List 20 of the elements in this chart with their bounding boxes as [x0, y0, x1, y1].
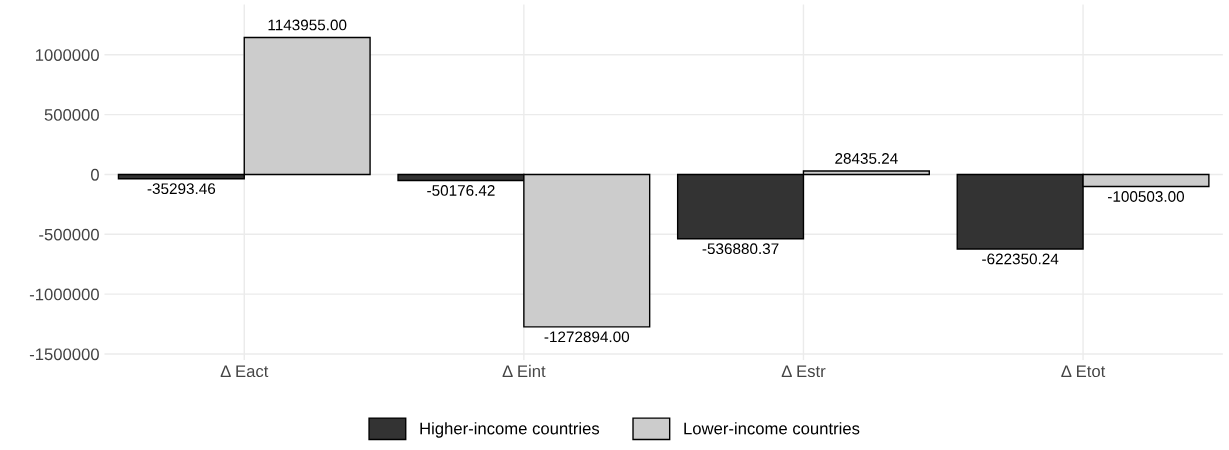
- x-tick-label: Δ Etot: [1061, 365, 1106, 378]
- x-tick-label: Δ Eint: [502, 364, 546, 378]
- y-tick-label: 500000: [44, 109, 99, 121]
- legend-label: Lower-income countries: [684, 422, 860, 435]
- data-label: -100503.00: [1107, 191, 1185, 202]
- data-label: -35293.46: [147, 183, 216, 195]
- data-label: -536880.37: [702, 243, 779, 255]
- data-label: -622350.24: [982, 253, 1059, 265]
- y-tick-label: 0: [90, 168, 99, 181]
- legend-label: Higher-income countries: [420, 422, 600, 438]
- y-tick-label: 1000000: [36, 49, 99, 61]
- data-label: 1143955.00: [268, 19, 347, 31]
- y-tick-label: -500000: [39, 228, 99, 241]
- x-tick-label: Δ Eact: [220, 365, 269, 378]
- y-tick-label: -1000000: [29, 288, 99, 301]
- data-label: -1272894.00: [544, 331, 630, 343]
- y-tick-label: -1500000: [29, 348, 99, 361]
- data-label: 28435.24: [835, 153, 898, 164]
- x-tick-label: Δ Estr: [781, 365, 826, 378]
- data-label: -50176.42: [427, 185, 495, 196]
